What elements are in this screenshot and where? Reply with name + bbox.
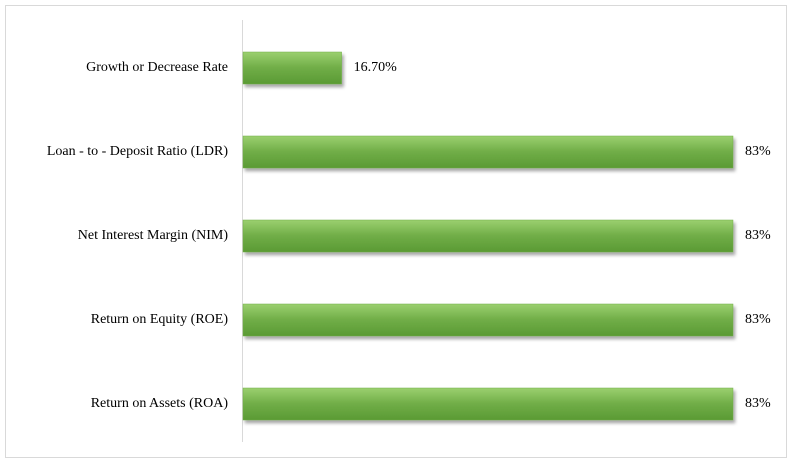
category-label: Return on Equity (ROE) [91, 312, 229, 327]
value-label: 83% [745, 312, 771, 327]
bar [242, 219, 734, 253]
category-label: Growth or Decrease Rate [86, 60, 228, 75]
category-label: Return on Assets (ROA) [91, 396, 229, 411]
value-label: 83% [745, 144, 771, 159]
value-label: 83% [745, 396, 771, 411]
bar [242, 303, 734, 337]
value-label: 16.70% [354, 60, 398, 75]
bar [242, 387, 734, 421]
value-label: 83% [745, 228, 771, 243]
category-label: Net Interest Margin (NIM) [78, 228, 229, 243]
bar [242, 135, 734, 169]
category-label: Loan - to - Deposit Ratio (LDR) [47, 144, 229, 159]
bar [242, 51, 342, 85]
